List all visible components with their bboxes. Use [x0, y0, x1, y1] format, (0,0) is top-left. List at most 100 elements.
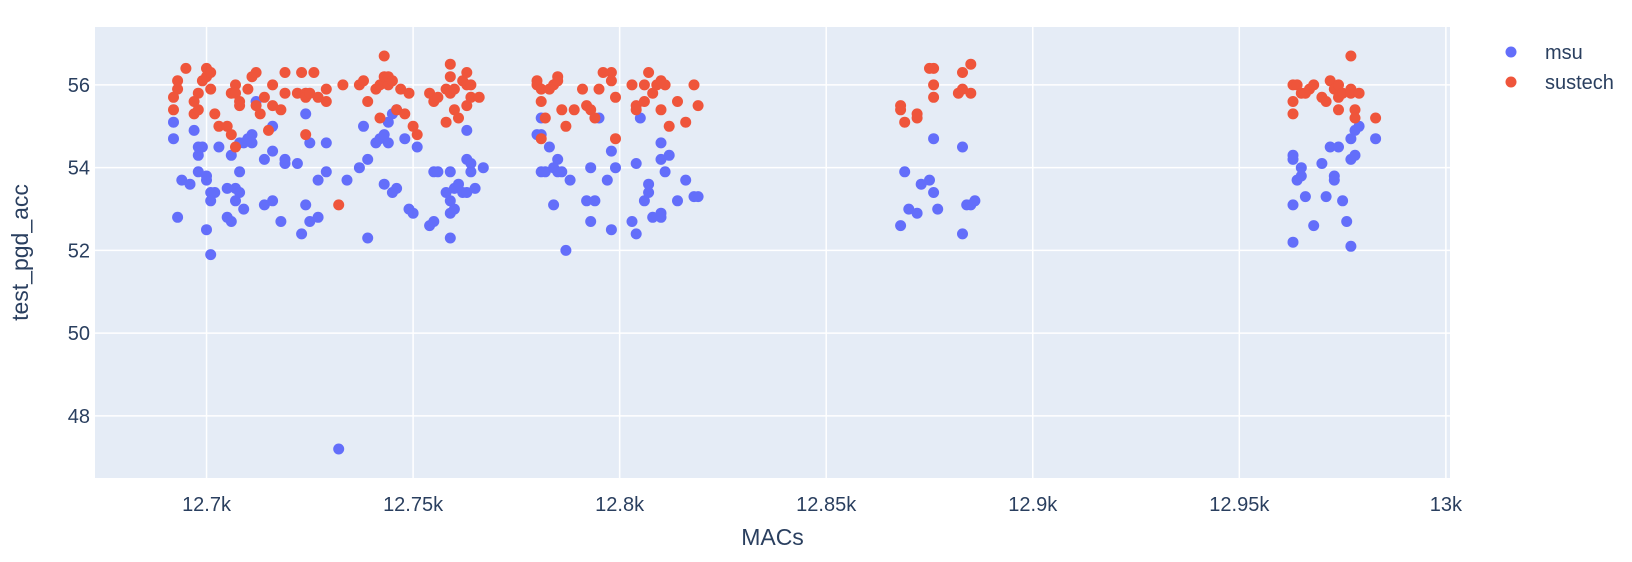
data-point-msu[interactable]: [428, 216, 440, 227]
data-point-sustech[interactable]: [659, 79, 671, 91]
data-point-msu[interactable]: [213, 141, 225, 153]
data-point-msu[interactable]: [605, 145, 617, 157]
data-point-msu[interactable]: [1324, 141, 1336, 153]
data-point-msu[interactable]: [209, 187, 221, 198]
data-point-sustech[interactable]: [407, 120, 419, 132]
data-point-sustech[interactable]: [560, 120, 572, 132]
data-point-sustech[interactable]: [1353, 87, 1365, 99]
data-point-sustech[interactable]: [965, 87, 977, 99]
data-point-msu[interactable]: [296, 228, 308, 240]
data-point-msu[interactable]: [188, 124, 200, 136]
data-point-sustech[interactable]: [395, 83, 407, 95]
data-point-msu[interactable]: [1349, 149, 1361, 161]
data-point-msu[interactable]: [461, 187, 473, 198]
data-point-msu[interactable]: [246, 129, 258, 141]
data-point-sustech[interactable]: [1345, 83, 1357, 95]
data-point-sustech[interactable]: [300, 129, 312, 141]
data-point-msu[interactable]: [560, 244, 572, 256]
data-point-msu[interactable]: [234, 187, 246, 198]
data-point-sustech[interactable]: [279, 67, 291, 78]
data-point-msu[interactable]: [1295, 162, 1307, 174]
data-point-msu[interactable]: [320, 137, 332, 149]
data-point-sustech[interactable]: [585, 104, 597, 116]
data-point-sustech[interactable]: [630, 104, 642, 116]
data-point-msu[interactable]: [556, 166, 568, 178]
data-point-msu[interactable]: [196, 141, 208, 153]
data-point-msu[interactable]: [378, 129, 390, 141]
data-point-msu[interactable]: [358, 120, 369, 132]
data-point-msu[interactable]: [341, 174, 353, 186]
data-point-sustech[interactable]: [432, 91, 444, 103]
data-point-sustech[interactable]: [593, 83, 605, 95]
data-point-sustech[interactable]: [312, 91, 324, 103]
data-point-msu[interactable]: [610, 162, 621, 174]
data-point-sustech[interactable]: [465, 79, 477, 91]
data-point-msu[interactable]: [1353, 120, 1365, 132]
data-point-sustech[interactable]: [411, 129, 423, 141]
data-point-msu[interactable]: [382, 137, 394, 149]
data-point-sustech[interactable]: [250, 100, 262, 112]
data-point-msu[interactable]: [440, 187, 452, 198]
data-point-sustech[interactable]: [638, 96, 650, 107]
data-point-msu[interactable]: [899, 166, 911, 178]
data-point-sustech[interactable]: [535, 83, 547, 95]
data-point-sustech[interactable]: [605, 75, 617, 87]
data-point-sustech[interactable]: [337, 79, 349, 91]
data-point-msu[interactable]: [911, 207, 923, 219]
data-point-msu[interactable]: [605, 224, 617, 236]
data-point-msu[interactable]: [225, 149, 237, 161]
data-point-msu[interactable]: [362, 232, 374, 244]
data-point-sustech[interactable]: [556, 104, 568, 116]
data-point-sustech[interactable]: [258, 91, 270, 103]
data-point-msu[interactable]: [238, 203, 250, 215]
data-point-msu[interactable]: [444, 195, 456, 207]
data-point-msu[interactable]: [267, 145, 279, 157]
data-point-msu[interactable]: [1308, 220, 1320, 232]
data-point-msu[interactable]: [300, 108, 312, 120]
data-point-sustech[interactable]: [250, 67, 262, 78]
data-point-sustech[interactable]: [638, 79, 650, 91]
data-point-sustech[interactable]: [172, 83, 184, 95]
data-point-sustech[interactable]: [1345, 50, 1357, 62]
data-point-sustech[interactable]: [225, 129, 237, 141]
data-point-msu[interactable]: [903, 203, 915, 215]
data-point-msu[interactable]: [581, 195, 593, 207]
data-point-msu[interactable]: [630, 158, 642, 169]
data-point-sustech[interactable]: [234, 100, 246, 112]
data-point-msu[interactable]: [391, 182, 403, 194]
data-point-sustech[interactable]: [192, 104, 204, 116]
data-point-sustech[interactable]: [1320, 96, 1332, 107]
data-point-sustech[interactable]: [440, 116, 452, 128]
data-point-msu[interactable]: [552, 153, 564, 165]
data-point-msu[interactable]: [312, 211, 324, 223]
data-point-sustech[interactable]: [692, 100, 704, 112]
data-point-sustech[interactable]: [221, 120, 233, 132]
data-point-msu[interactable]: [663, 149, 675, 161]
data-point-sustech[interactable]: [403, 87, 415, 99]
data-point-msu[interactable]: [353, 162, 365, 174]
data-point-sustech[interactable]: [374, 112, 386, 124]
data-point-msu[interactable]: [279, 153, 291, 165]
data-point-sustech[interactable]: [1349, 112, 1361, 124]
data-point-sustech[interactable]: [957, 83, 968, 95]
data-point-sustech[interactable]: [1349, 104, 1361, 116]
data-point-sustech[interactable]: [391, 104, 403, 116]
data-point-msu[interactable]: [333, 443, 345, 455]
data-point-msu[interactable]: [221, 182, 233, 194]
data-point-msu[interactable]: [932, 203, 944, 215]
data-point-msu[interactable]: [1328, 174, 1340, 186]
data-point-sustech[interactable]: [275, 104, 287, 116]
data-point-sustech[interactable]: [688, 79, 700, 91]
data-point-sustech[interactable]: [626, 79, 638, 91]
data-point-msu[interactable]: [585, 216, 597, 227]
data-point-sustech[interactable]: [444, 71, 456, 83]
data-point-sustech[interactable]: [1337, 87, 1349, 99]
data-point-msu[interactable]: [928, 187, 940, 198]
data-point-msu[interactable]: [1287, 153, 1299, 165]
data-point-msu[interactable]: [275, 216, 287, 227]
data-point-msu[interactable]: [655, 153, 667, 165]
data-point-sustech[interactable]: [172, 75, 184, 87]
data-point-sustech[interactable]: [589, 112, 601, 124]
data-point-sustech[interactable]: [448, 83, 460, 95]
data-point-sustech[interactable]: [230, 79, 241, 91]
